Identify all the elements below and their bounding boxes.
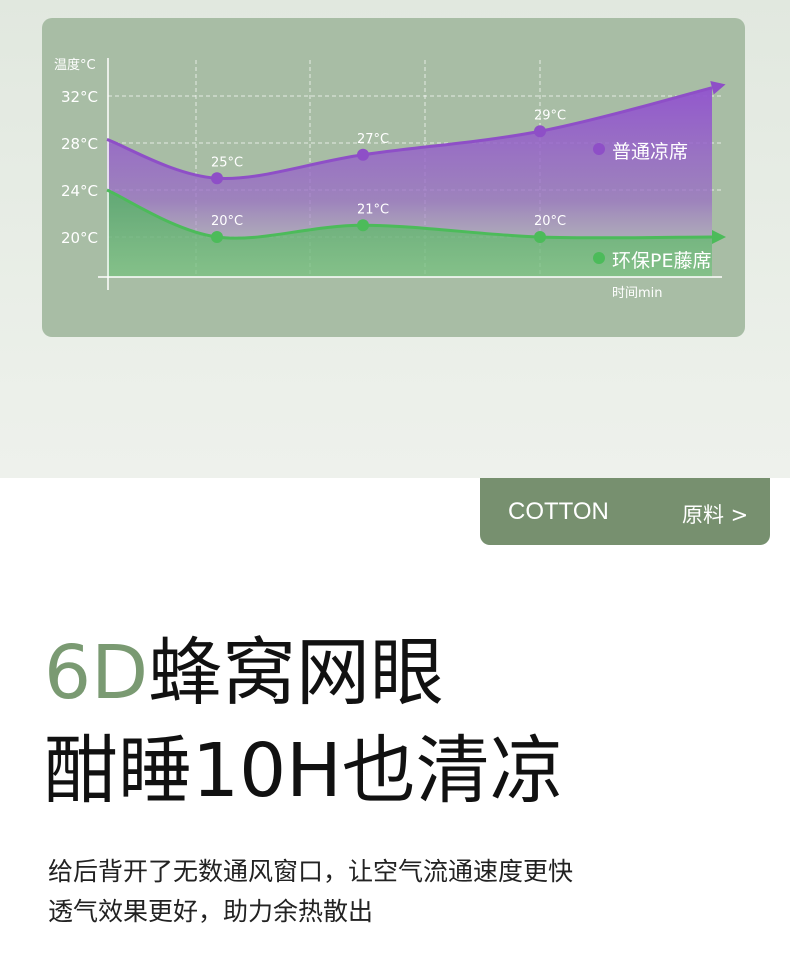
data-point (357, 219, 369, 232)
y-tick-label: 20°C (61, 229, 98, 247)
cotton-label: COTTON (508, 498, 609, 525)
legend-marker (593, 252, 605, 264)
y-tick-label: 32°C (61, 88, 98, 106)
data-point (357, 148, 369, 161)
material-link-label: 原料 > (682, 503, 749, 527)
headline-text: 蜂窝网眼 (148, 630, 445, 716)
arrow-head (710, 80, 726, 95)
headline-accent: 6D (44, 630, 149, 716)
data-label: 21°C (357, 202, 389, 217)
y-tick-label: 24°C (61, 182, 98, 200)
arrow-head (712, 230, 726, 244)
body-line1: 给后背开了无数通风窗口，让空气流通速度更快 (48, 857, 574, 886)
y-tick-label: 28°C (61, 135, 98, 153)
series-area (107, 87, 712, 278)
legend-marker (593, 143, 605, 155)
data-point (211, 231, 223, 243)
legend-label: 普通凉席 (612, 141, 688, 163)
data-label: 27°C (357, 132, 389, 147)
temperature-chart: 32°C 28°C 24°C 20°C 温度°C 时间min 25°C 27°C 29°C 普通… (54, 57, 726, 301)
data-point (211, 172, 223, 185)
y-axis-label: 温度°C (54, 57, 96, 73)
series-line (106, 86, 713, 180)
series-area (107, 190, 712, 277)
data-label: 29°C (534, 108, 566, 123)
data-point (534, 231, 546, 243)
headline-line2: 酣睡10H也清凉 (44, 728, 564, 814)
data-label: 20°C (211, 214, 243, 229)
data-label: 20°C (534, 214, 566, 229)
headline-line1: 6D蜂窝网眼 (44, 636, 444, 710)
data-point (534, 125, 546, 138)
x-axis-label: 时间min (612, 286, 663, 301)
body-line2: 透气效果更好，助力余热散出 (48, 897, 374, 926)
legend-label: 环保PE藤席 (612, 250, 711, 272)
data-label: 25°C (211, 155, 243, 170)
cotton-material-button[interactable]: COTTON 原料 > (480, 478, 770, 545)
